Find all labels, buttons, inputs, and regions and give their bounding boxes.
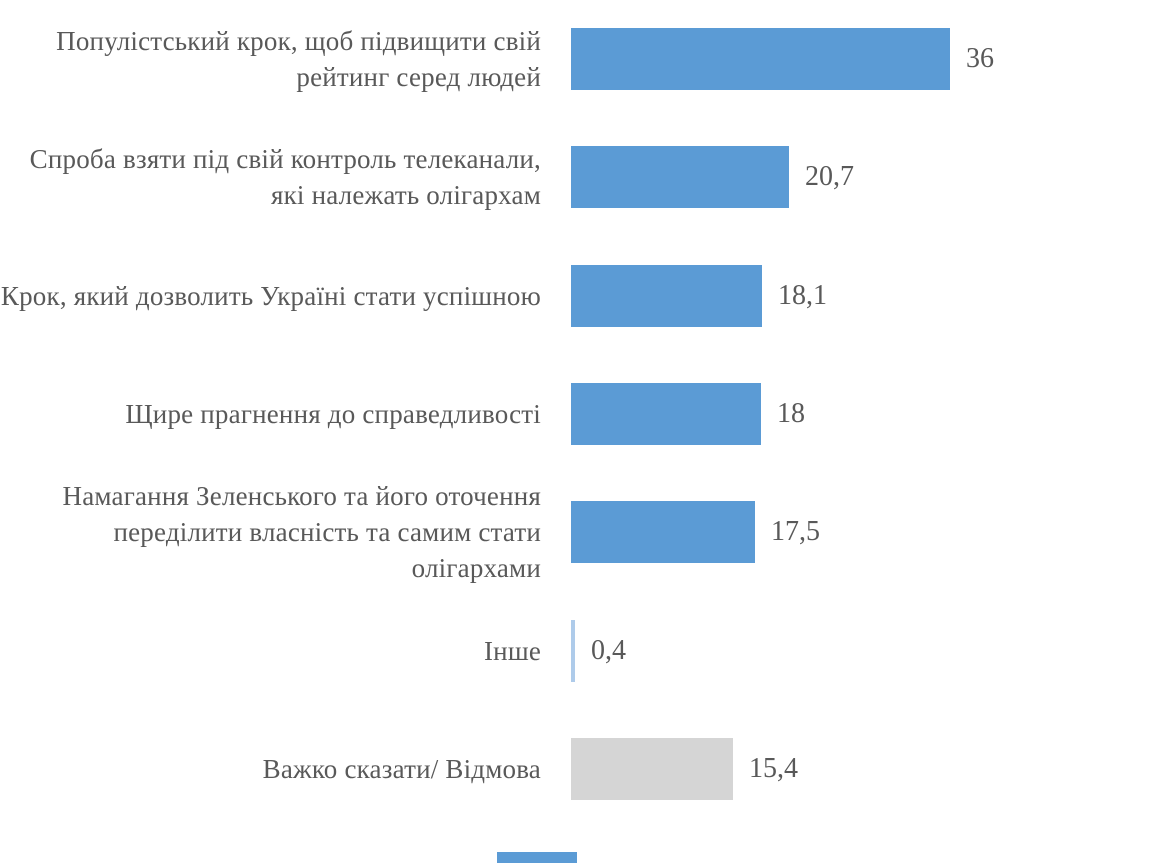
bar-row: Інше 0,4 — [0, 591, 1160, 709]
bar — [571, 619, 575, 682]
bar — [571, 264, 762, 327]
legend-swatch-cutoff — [497, 852, 577, 863]
bar-track: 15,4 — [571, 710, 1160, 828]
bar-track: 18,1 — [571, 237, 1160, 355]
bar — [571, 28, 950, 91]
bar-track: 18 — [571, 355, 1160, 473]
bar-track: 20,7 — [571, 118, 1160, 236]
bar-track: 0,4 — [571, 591, 1160, 709]
bar-rows: Популістський крок, щоб підвищити свій р… — [0, 0, 1160, 828]
value-label: 15,4 — [749, 752, 798, 784]
category-label: Щире прагнення до справедливості — [125, 399, 541, 430]
bar-track: 36 — [571, 0, 1160, 118]
category-label: Інше — [483, 635, 541, 666]
category-label: Популістський крок, щоб підвищити свій р… — [56, 26, 541, 93]
category-label: Важко сказати/ Відмова — [262, 753, 541, 784]
bar-track: 17,5 — [571, 473, 1160, 591]
category-label: Крок, який дозволить Україні стати успіш… — [0, 280, 541, 311]
bar-row: Важко сказати/ Відмова 15,4 — [0, 710, 1160, 828]
value-label: 18 — [777, 398, 805, 430]
bar — [571, 737, 733, 800]
bar-row: Намагання Зеленського та його оточення п… — [0, 473, 1160, 591]
value-label: 0,4 — [591, 634, 626, 666]
category-label: Намагання Зеленського та його оточення п… — [62, 481, 541, 584]
value-label: 20,7 — [805, 161, 854, 193]
value-label: 18,1 — [778, 279, 827, 311]
bar — [571, 383, 761, 446]
bar-row: Популістський крок, щоб підвищити свій р… — [0, 0, 1160, 118]
bar-row: Щире прагнення до справедливості 18 — [0, 355, 1160, 473]
bar — [571, 146, 789, 209]
value-label: 17,5 — [771, 516, 820, 548]
value-label: 36 — [966, 43, 994, 75]
bar-row: Крок, який дозволить Україні стати успіш… — [0, 237, 1160, 355]
category-label: Спроба взяти під свій контроль телеканал… — [29, 144, 541, 211]
bar — [571, 501, 755, 564]
bar-row: Спроба взяти під свій контроль телеканал… — [0, 118, 1160, 236]
